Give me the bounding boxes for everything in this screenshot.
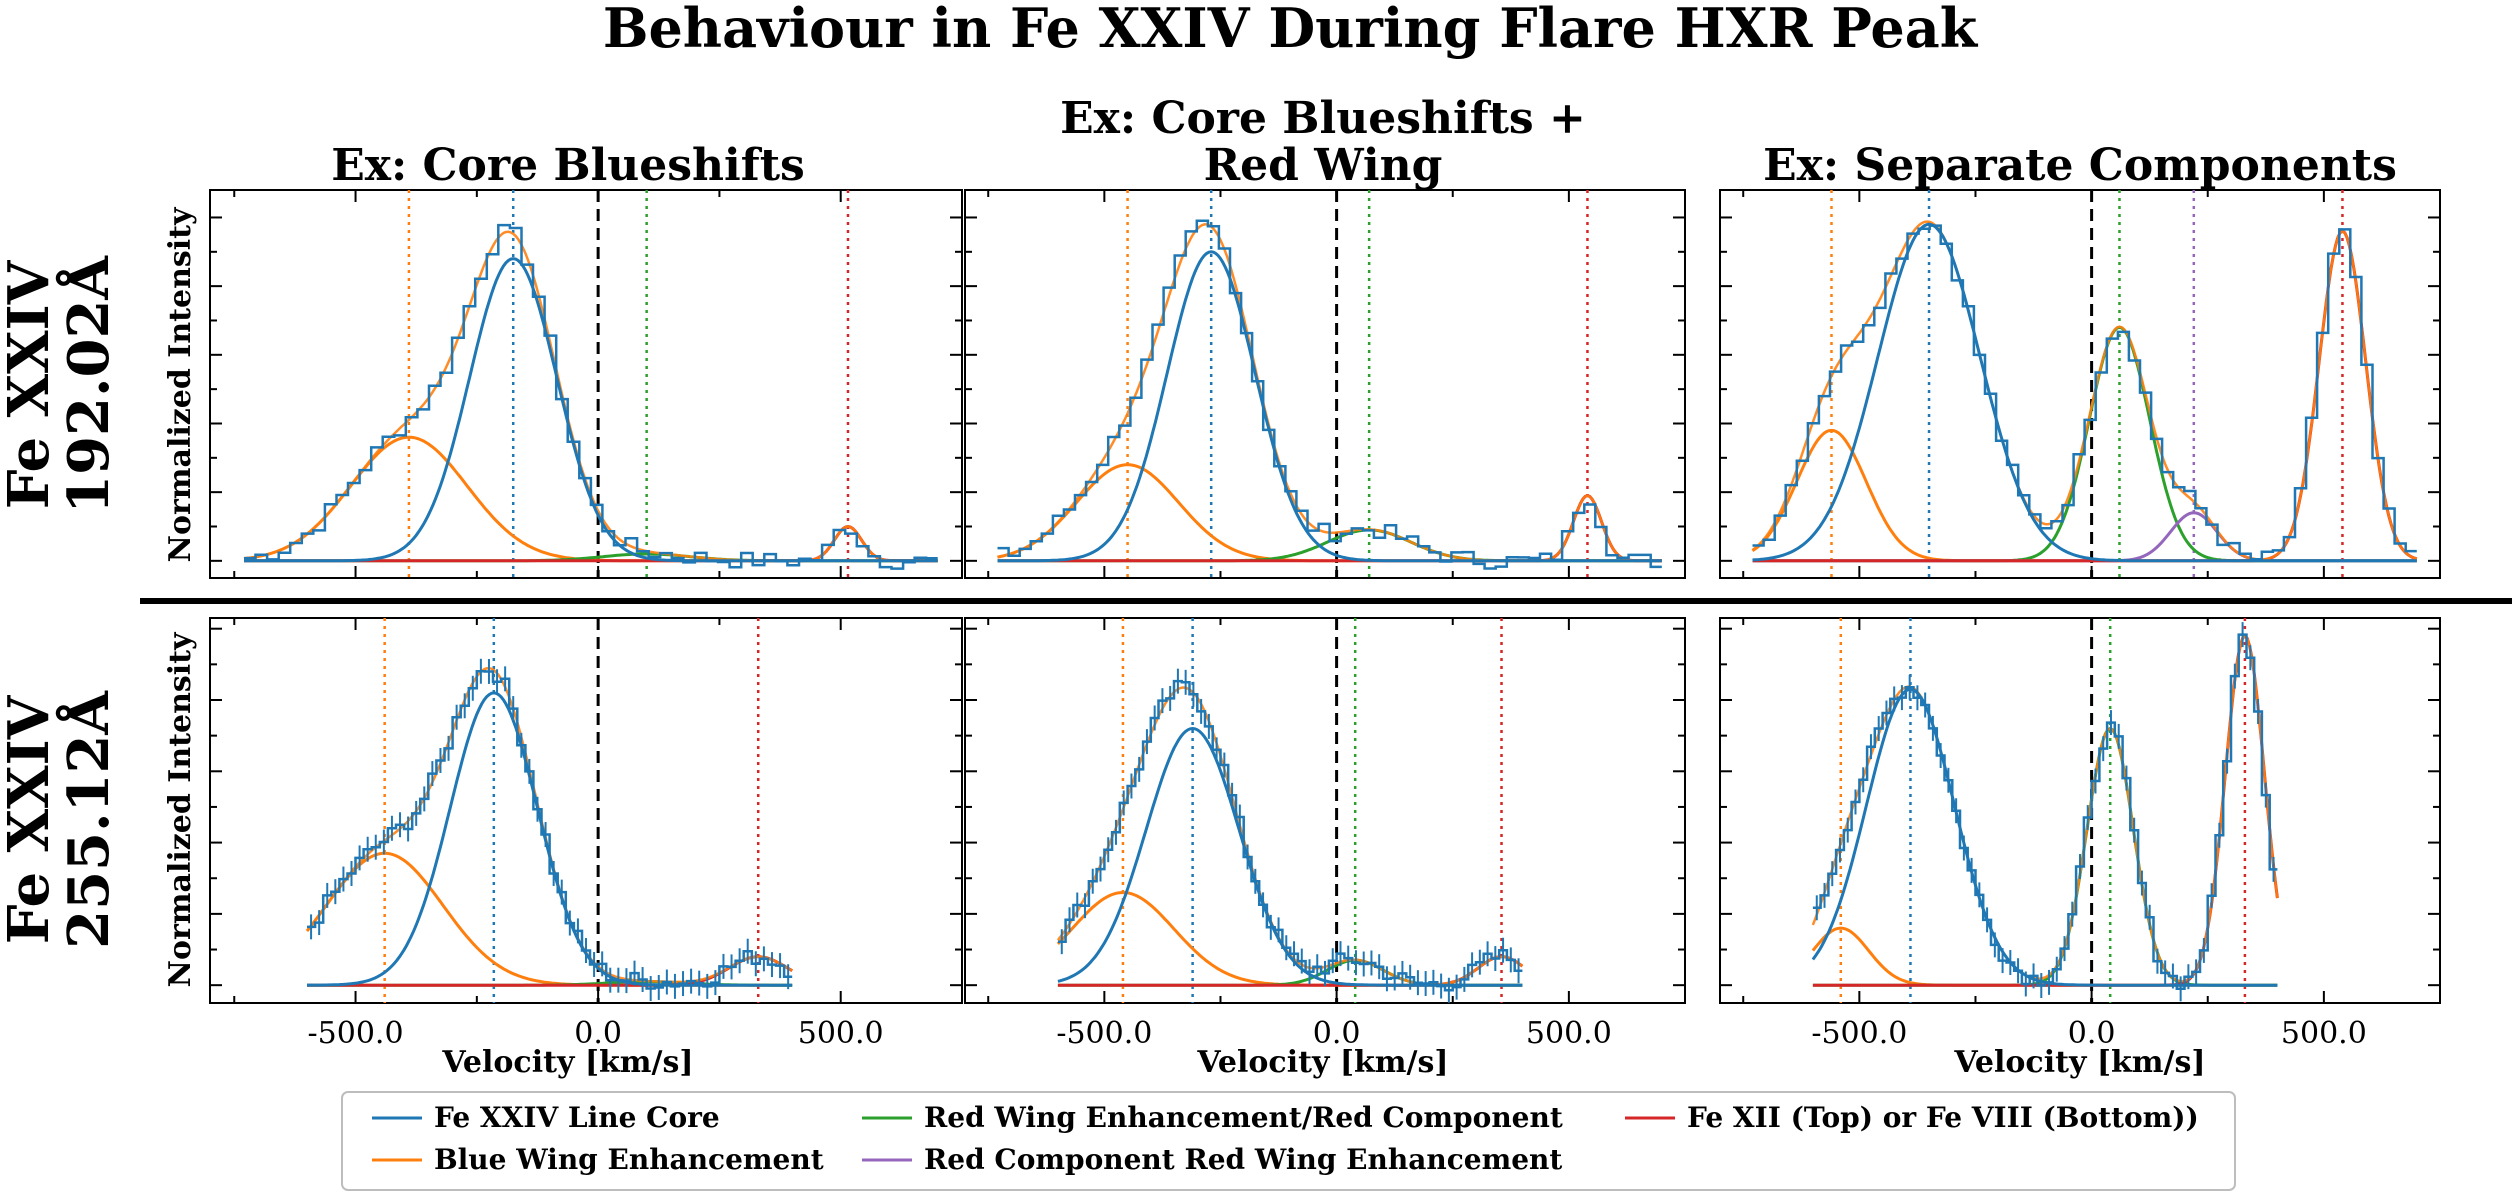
curve-core bbox=[244, 257, 938, 563]
curve-red_comp_wing bbox=[1752, 511, 2417, 563]
legend-frame bbox=[341, 1091, 2236, 1191]
ticks bbox=[1720, 190, 2441, 578]
panel-r1c0: -500.0 0.0 500.0 bbox=[209, 617, 963, 1051]
curve-core bbox=[1811, 687, 2278, 987]
x-axis-label-3: Velocity [km/s] bbox=[1953, 1045, 2205, 1080]
observed-spectrum bbox=[244, 223, 938, 570]
panel-r0c2 bbox=[1719, 189, 2441, 579]
observed-spectrum bbox=[997, 219, 1662, 570]
axes-frame bbox=[964, 617, 1686, 1004]
ticks bbox=[1720, 618, 2441, 1003]
plot-area bbox=[997, 190, 1662, 578]
x-tick-label: 0.0 bbox=[2068, 1016, 2116, 1051]
axes-frame bbox=[209, 189, 963, 579]
x-tick-label: 0.0 bbox=[574, 1016, 622, 1051]
observed-spectrum bbox=[1057, 679, 1523, 992]
plot-area bbox=[1751, 190, 2418, 578]
axes-frame bbox=[209, 617, 963, 1004]
legend-label-blend: Fe XII (Top) or Fe VIII (Bottom)) bbox=[1687, 1101, 2199, 1134]
x-tick-label: 500.0 bbox=[798, 1016, 884, 1051]
panels: -500.0 0.0 500.0 -500.0 0.0 500.0 -500.0 0.0 500… bbox=[209, 189, 2441, 1051]
panel-r0c0 bbox=[209, 189, 963, 579]
curve-blue_wing bbox=[1056, 890, 1523, 987]
curve-core bbox=[1752, 222, 2417, 563]
curve-core bbox=[1057, 726, 1523, 987]
x-tick-label: -500.0 bbox=[1056, 1016, 1152, 1051]
curve-core bbox=[997, 250, 1662, 563]
row-label-2-line-1: Fe XXIV bbox=[0, 694, 62, 944]
row-label-1-line-2: 192.02Å bbox=[55, 255, 122, 514]
x-tick-label: -500.0 bbox=[1811, 1016, 1907, 1051]
observed-spectrum bbox=[1812, 633, 2278, 991]
legend-label-blue_wing: Blue Wing Enhancement bbox=[434, 1143, 824, 1176]
y-axis-label-top: Normalized Intensity bbox=[163, 206, 198, 563]
plot-area bbox=[305, 618, 793, 1003]
column-title-1: Ex: Core Blueshifts bbox=[331, 140, 805, 191]
ticks bbox=[965, 190, 1686, 578]
legend: Fe XXIV Line Core Blue Wing Enhancement Re… bbox=[341, 1091, 2236, 1191]
x-tick-label: 500.0 bbox=[1526, 1016, 1612, 1051]
column-title-2-line-1: Ex: Core Blueshifts + bbox=[1060, 93, 1586, 144]
observed-spectrum bbox=[307, 670, 793, 990]
plot-area bbox=[1811, 618, 2279, 1003]
legend-label-red_comp_wing: Red Component Red Wing Enhancement bbox=[924, 1143, 1562, 1176]
column-title-2-line-2: Red Wing bbox=[1204, 140, 1443, 191]
row-label-2-line-2: 255.12Å bbox=[55, 690, 122, 949]
axes-frame bbox=[964, 189, 1686, 579]
total-fit bbox=[997, 223, 1662, 563]
x-tick-label: 0.0 bbox=[1313, 1016, 1361, 1051]
x-tick-label: 500.0 bbox=[2281, 1016, 2367, 1051]
x-axis-label-2: Velocity [km/s] bbox=[1196, 1045, 1448, 1080]
total-fit bbox=[1056, 686, 1524, 986]
x-axis-label-1: Velocity [km/s] bbox=[441, 1045, 693, 1080]
curve-core bbox=[307, 691, 793, 987]
panel-r0c1 bbox=[964, 189, 1686, 579]
x-tick-label: -500.0 bbox=[308, 1016, 404, 1051]
column-title-3: Ex: Separate Components bbox=[1763, 140, 2397, 191]
observed-spectrum bbox=[1752, 224, 2417, 561]
figure-title: Behaviour in Fe XXIV During Flare HXR Pe… bbox=[603, 0, 1979, 60]
axes-frame bbox=[1719, 617, 2441, 1004]
total-fit bbox=[306, 666, 793, 984]
total-fit bbox=[243, 230, 938, 563]
panel-r1c1: -500.0 0.0 500.0 bbox=[964, 617, 1686, 1051]
ticks bbox=[210, 190, 963, 578]
plot-area bbox=[243, 190, 938, 578]
ticks bbox=[965, 618, 1686, 1003]
row-label-1-line-1: Fe XXIV bbox=[0, 259, 62, 509]
axes-frame bbox=[1719, 189, 2441, 579]
legend-label-red_wing: Red Wing Enhancement/Red Component bbox=[924, 1101, 1563, 1134]
y-axis-label-bottom: Normalized Intensity bbox=[163, 631, 198, 988]
ticks bbox=[210, 618, 963, 1003]
panel-r1c2: -500.0 0.0 500.0 bbox=[1719, 617, 2441, 1051]
legend-label-core: Fe XXIV Line Core bbox=[434, 1101, 720, 1134]
plot-area bbox=[1056, 618, 1524, 1003]
